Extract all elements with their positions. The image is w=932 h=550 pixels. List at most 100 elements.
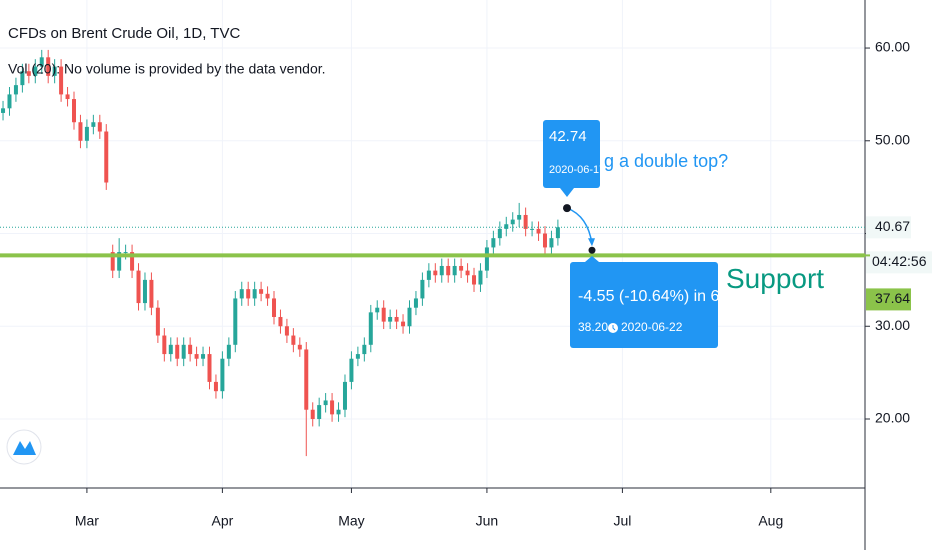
candle-body — [355, 354, 360, 359]
candle-body — [194, 354, 199, 359]
candle-body — [536, 228, 541, 234]
candle-body — [168, 344, 173, 355]
candle-body — [155, 307, 160, 336]
plot — [1, 49, 560, 457]
chart-subtitle: Vol (20): No volume is provided by the d… — [8, 61, 326, 77]
candle-body — [368, 312, 373, 345]
logo-icon — [13, 441, 36, 455]
candle-body — [78, 122, 83, 141]
grid — [0, 0, 865, 488]
candle-body — [375, 307, 380, 313]
candle-body — [336, 409, 341, 415]
candle-body — [401, 321, 406, 327]
candle-body — [130, 252, 135, 271]
candle-body — [104, 131, 109, 183]
candle-body — [259, 289, 264, 294]
countdown-label: 04:42:56 — [872, 253, 927, 269]
candle-body — [239, 289, 244, 299]
measure-end-price: 38.20 — [578, 320, 608, 334]
candle-body — [136, 270, 141, 304]
candle-body — [272, 298, 277, 317]
measure-end-pointer — [585, 256, 599, 262]
y-tick-label: 60.00 — [875, 39, 910, 55]
candle-body — [226, 344, 231, 359]
candle-body — [207, 354, 212, 382]
candle-body — [252, 289, 257, 299]
candle-body — [478, 270, 483, 285]
candle-body — [381, 307, 386, 322]
y-tick-label: 50.00 — [875, 131, 910, 147]
candle-body — [117, 252, 122, 271]
candle-body — [504, 224, 509, 229]
candle-body — [284, 326, 289, 336]
candle-body — [459, 265, 464, 271]
candle-body — [175, 344, 180, 359]
candle-body — [278, 316, 283, 327]
candle-body — [433, 270, 438, 276]
candle-body — [7, 94, 12, 109]
candle-body — [342, 381, 347, 410]
candle-body — [291, 335, 296, 345]
candle-body — [110, 252, 115, 271]
candle-body — [142, 279, 147, 304]
candle-body — [510, 219, 515, 225]
candle-body — [407, 307, 412, 327]
candle-body — [394, 316, 399, 322]
candle-body — [162, 335, 167, 355]
x-tick-label: Jun — [476, 513, 499, 529]
y-tick-label: 20.00 — [875, 410, 910, 426]
measure-start-pointer — [560, 188, 574, 197]
candle-body — [65, 94, 70, 100]
candle-body — [465, 270, 470, 276]
candle-body — [517, 214, 522, 220]
support-price-box — [866, 288, 911, 311]
candle-body — [123, 252, 128, 254]
candle-body — [362, 344, 367, 355]
candle-body — [310, 409, 315, 420]
measure-arrowhead — [588, 238, 595, 247]
support-label: Support — [726, 263, 824, 294]
note-text: g a double top? — [604, 151, 728, 171]
candle-body — [446, 265, 451, 276]
candle-body — [33, 66, 38, 76]
measure-start-box — [543, 120, 600, 188]
candle-body — [20, 71, 25, 86]
logo — [6, 429, 42, 465]
candle-body — [91, 122, 96, 127]
candle-body — [297, 344, 302, 350]
candle-body — [484, 247, 489, 271]
candle-body — [420, 279, 425, 299]
candle-body — [413, 298, 418, 308]
x-tick-label: Apr — [211, 513, 233, 529]
candle-body — [188, 344, 193, 355]
measure-change: -4.55 (-10.64%) in 6d — [578, 288, 728, 305]
candle-body — [46, 57, 51, 76]
candle-body — [497, 228, 502, 239]
chart-title: CFDs on Brent Crude Oil, 1D, TVC — [8, 25, 240, 42]
x-tick-label: Aug — [758, 513, 783, 529]
candle-body — [1, 108, 6, 113]
candle-body — [213, 381, 218, 392]
clock-hands — [612, 325, 616, 331]
candle-body — [349, 358, 354, 382]
candle-body — [491, 238, 496, 248]
overlay: 20.0030.0040.0050.0060.00MarAprMayJunJul… — [0, 39, 932, 529]
candle-body — [472, 275, 477, 285]
candle-body — [59, 66, 64, 95]
x-tick-label: May — [338, 513, 364, 529]
candle-body — [26, 71, 31, 76]
support-price-label: 37.64 — [875, 290, 910, 306]
candle-body — [201, 354, 206, 359]
candle-body — [149, 279, 154, 308]
candle-body — [84, 126, 89, 141]
candle-body — [304, 349, 309, 410]
measure-start-dot — [563, 204, 571, 213]
measure-end-box — [570, 262, 718, 348]
candle-body — [523, 214, 528, 229]
candle-body — [555, 227, 560, 239]
last-price-box — [866, 216, 911, 239]
candle-body — [426, 270, 431, 280]
x-tick-label: Jul — [613, 513, 631, 529]
candle-body — [220, 358, 225, 392]
